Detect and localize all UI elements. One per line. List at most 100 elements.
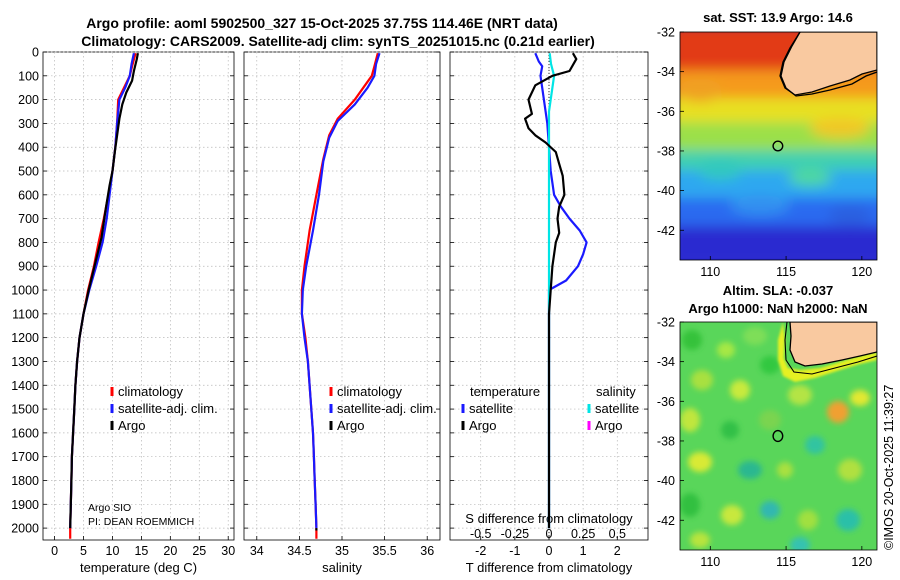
- y-tick-label: 0: [32, 46, 39, 60]
- sla-map: Altim. SLA: -0.037 Argo h1000: NaN h2000…: [657, 283, 878, 569]
- sst-land: [779, 32, 877, 96]
- y-tick-label: 1700: [11, 450, 39, 464]
- map-x-tick-label: 115: [776, 265, 796, 279]
- map-x-tick-label: 120: [851, 265, 872, 279]
- x-tick-label: 0: [546, 544, 553, 558]
- y-tick-label: 1800: [11, 474, 39, 488]
- y-tick-label: 300: [18, 117, 39, 131]
- sst-argo-marker: [772, 140, 784, 152]
- y-tick-label: 1000: [11, 284, 39, 298]
- x2-tick-label: -0.25: [501, 527, 530, 541]
- x-tick-label: -1: [509, 544, 520, 558]
- x-axis-label: temperature (deg C): [80, 560, 197, 575]
- salinity-panel: 34 34.5 35 35.5 36 salinity climatology satelli…: [243, 51, 441, 575]
- legend-label: satellite: [469, 401, 513, 416]
- plot-frame: [42, 51, 235, 541]
- legend-label: climatology: [118, 384, 184, 399]
- legend-label: satellite-adj. clim.: [118, 401, 218, 416]
- map-y-tick-label: -42: [657, 514, 675, 528]
- legend-label: climatology: [337, 384, 403, 399]
- legend-label: Argo: [118, 418, 145, 433]
- x-tick-label: 0: [51, 544, 58, 558]
- sst-map-title: sat. SST: 13.9 Argo: 14.6: [703, 10, 853, 25]
- timestamp-vertical: ©IMOS 20-Oct-2025 11:39:27: [882, 385, 896, 550]
- temperature-panel: 0100200300400500600700800900100011001200…: [11, 46, 235, 576]
- x-tick-label: 34.5: [287, 544, 311, 558]
- series-line-argo: [69, 52, 139, 529]
- series-line-satellite-adj-clim-: [300, 52, 381, 529]
- y-tick-label: 1100: [12, 307, 39, 321]
- y-tick-label: 500: [18, 165, 39, 179]
- y-tick-label: 900: [18, 260, 39, 274]
- x-tick-label: 30: [221, 544, 235, 558]
- series-line-temperature-argo: [524, 52, 578, 529]
- y-tick-label: 2000: [11, 522, 39, 536]
- x2-tick-label: 0: [546, 527, 553, 541]
- map-y-tick-label: -32: [657, 316, 675, 330]
- credit-line-2: PI: DEAN ROEMMICH: [88, 516, 194, 528]
- legend-label: satellite: [595, 401, 639, 416]
- x2-tick-label: -0.5: [470, 527, 492, 541]
- difference-panel: -2 -1 0 1 2-0.5 -0.25 0 0.25 0.5S difference fro…: [449, 51, 649, 575]
- legend-label: Argo: [337, 418, 364, 433]
- x-axis-label: salinity: [322, 560, 362, 575]
- x2-tick-label: 0.5: [609, 527, 626, 541]
- title-line-1: Argo profile: aoml 5902500_327 15-Oct-20…: [86, 15, 558, 31]
- y-tick-label: 200: [18, 93, 39, 107]
- x-axis-label: T difference from climatology: [466, 560, 633, 575]
- y-tick-label: 800: [18, 236, 39, 250]
- y-tick-label: 1400: [11, 379, 39, 393]
- title-line-2: Climatology: CARS2009. Satellite-adj cli…: [81, 33, 595, 49]
- map-y-tick-label: -38: [657, 144, 675, 158]
- y-tick-label: 600: [18, 188, 39, 202]
- x-tick-label: 35.5: [372, 544, 396, 558]
- y-tick-label: 1900: [11, 498, 39, 512]
- legend-heading: salinity: [596, 384, 636, 399]
- map-y-tick-label: -34: [657, 65, 675, 79]
- map-y-tick-label: -32: [657, 26, 675, 40]
- credit-line-1: Argo SIO: [88, 502, 131, 514]
- y-tick-label: 100: [18, 69, 39, 83]
- legend-label: Argo: [595, 418, 622, 433]
- x-tick-label: 25: [192, 544, 206, 558]
- map-y-tick-label: -34: [657, 355, 675, 369]
- y-tick-label: 1200: [11, 331, 39, 345]
- sla-argo-marker: [772, 429, 784, 443]
- map-x-tick-label: 110: [700, 265, 720, 279]
- legend-label: satellite-adj. clim.: [337, 401, 437, 416]
- series-line-salinity-satellite: [547, 53, 556, 529]
- x-tick-label: 36: [420, 544, 434, 558]
- series-line-temperature-satellite: [534, 52, 588, 529]
- y-tick-label: 400: [18, 141, 39, 155]
- x-tick-label: 20: [163, 544, 177, 558]
- y-tick-label: 1300: [11, 355, 39, 369]
- map-y-tick-label: -40: [657, 474, 675, 488]
- sla-map-title-1: Altim. SLA: -0.037: [723, 283, 834, 298]
- x-tick-label: -2: [475, 544, 486, 558]
- x2-tick-label: 0.25: [571, 527, 595, 541]
- map-x-tick-label: 120: [851, 555, 872, 569]
- map-y-tick-label: -42: [657, 224, 675, 238]
- map-y-tick-label: -38: [657, 434, 675, 448]
- y-tick-label: 1500: [11, 403, 39, 417]
- x-tick-label: 15: [134, 544, 148, 558]
- sla-land: [789, 322, 877, 367]
- map-x-tick-label: 115: [776, 555, 796, 569]
- legend-label: Argo: [469, 418, 496, 433]
- map-x-tick-label: 110: [700, 555, 720, 569]
- legend-heading: temperature: [470, 384, 540, 399]
- x-tick-label: 35: [335, 544, 349, 558]
- x-tick-label: 10: [106, 544, 120, 558]
- map-y-tick-label: -36: [657, 105, 675, 119]
- map-y-tick-label: -40: [657, 184, 675, 198]
- sla-map-title-2: Argo h1000: NaN h2000: NaN: [688, 301, 867, 316]
- map-y-tick-label: -36: [657, 395, 675, 409]
- x-tick-label: 5: [80, 544, 87, 558]
- x-tick-label: 1: [580, 544, 587, 558]
- x-tick-label: 2: [614, 544, 621, 558]
- x-tick-label: 34: [250, 544, 264, 558]
- y-tick-label: 700: [18, 212, 39, 226]
- sst-map: sat. SST: 13.9 Argo: 14.6: [657, 10, 878, 279]
- y-tick-label: 1600: [11, 426, 39, 440]
